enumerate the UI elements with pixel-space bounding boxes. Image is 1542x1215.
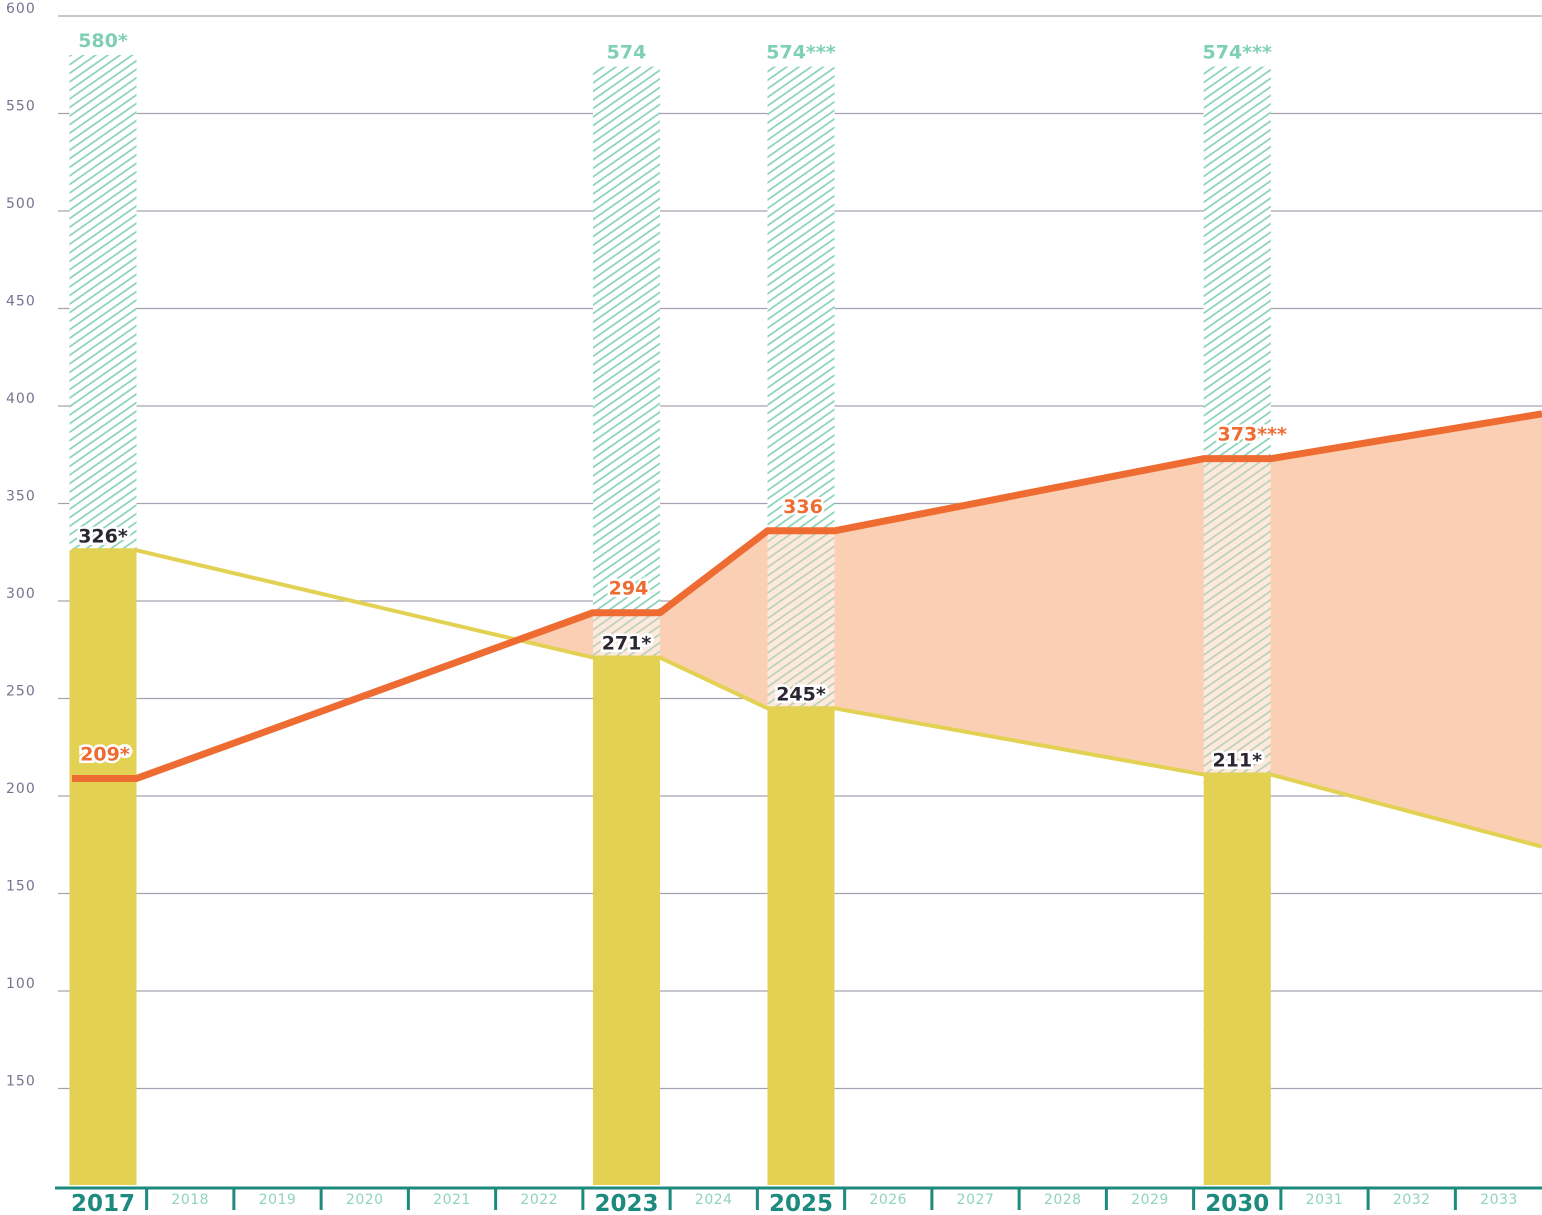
x-tick-label: 2023	[594, 1191, 658, 1215]
gap-area-fill	[519, 413, 1542, 847]
solid-bar	[69, 550, 137, 1185]
y-tick-label: 200	[6, 781, 36, 797]
capacity-label: 574***	[766, 42, 836, 64]
line-value-label: 294	[609, 578, 649, 600]
y-tick-label: 350	[6, 489, 36, 505]
x-tick-label: 2029	[1131, 1192, 1169, 1208]
line-value-label: 373***	[1218, 424, 1288, 446]
x-tick-label: 2033	[1480, 1192, 1518, 1208]
line-value-label: 336	[783, 496, 823, 518]
capacity-label: 580*	[78, 30, 128, 52]
line-value-label: 209*	[80, 743, 130, 765]
x-tick-label: 2018	[171, 1192, 209, 1208]
x-axis: 2017 2018 2019 2020 2021 2022 2023 2024 2025 2026…	[55, 1186, 1542, 1215]
y-tick-label: 100	[6, 976, 36, 992]
y-tick-label: 250	[6, 684, 36, 700]
lines	[72, 410, 1542, 849]
capacity-label: 574	[607, 42, 647, 64]
y-tick-label: 550	[6, 99, 36, 115]
x-tick-label: 2021	[433, 1192, 471, 1208]
x-tick-label: 2032	[1393, 1192, 1431, 1208]
solid-bars	[69, 550, 1271, 1185]
x-tick-label: 2026	[869, 1192, 907, 1208]
solid-bar	[1203, 774, 1271, 1185]
solid-bar	[593, 657, 660, 1185]
y-tick-label: 450	[6, 294, 36, 310]
capacity-label: 574***	[1203, 42, 1273, 64]
gap-area	[519, 66, 1542, 1186]
x-tick-label: 2024	[695, 1192, 733, 1208]
data-labels: 580*574 574*** 574***326*326*271*271*245*2…	[76, 30, 1290, 774]
y-tick-label: 500	[6, 196, 36, 212]
bar-value-label-halo: 326*	[78, 525, 128, 547]
x-tick-label: 2017	[71, 1191, 135, 1215]
y-tick-label: 300	[6, 586, 36, 602]
line-value-label-halo: 209*	[80, 743, 130, 765]
bar-value-label-halo: 271*	[602, 633, 652, 655]
orange-line	[72, 410, 1542, 782]
yellow-line	[72, 548, 1542, 849]
x-tick-label: 2027	[957, 1192, 995, 1208]
x-tick-label: 2030	[1205, 1191, 1269, 1215]
y-tick-label: 600	[6, 1, 36, 17]
x-tick-label: 2022	[520, 1192, 558, 1208]
bar-value-label-halo: 245*	[776, 683, 826, 705]
y-axis: 600 550 500 450 400 350 300 250 200 150 100 150	[6, 1, 36, 1090]
line-value-label-halo: 336	[783, 496, 823, 518]
x-tick-label: 2028	[1044, 1192, 1082, 1208]
bar-value-label-halo: 211*	[1212, 750, 1262, 772]
y-tick-label: 400	[6, 391, 36, 407]
y-tick-label: 150	[6, 1074, 36, 1090]
x-tick-label: 2020	[346, 1192, 384, 1208]
line-value-label-halo: 373***	[1218, 424, 1288, 446]
x-tick-label: 2031	[1306, 1192, 1344, 1208]
bar-value-label: 245*	[776, 683, 826, 705]
solid-bar	[767, 708, 835, 1185]
bar-value-label: 326*	[78, 525, 128, 547]
x-tick-label: 2019	[259, 1192, 297, 1208]
x-tick-label: 2025	[769, 1191, 833, 1215]
bar-value-label: 211*	[1212, 750, 1262, 772]
line-value-label-halo: 294	[609, 578, 649, 600]
y-tick-label: 150	[6, 879, 36, 895]
bar-value-label: 271*	[602, 633, 652, 655]
